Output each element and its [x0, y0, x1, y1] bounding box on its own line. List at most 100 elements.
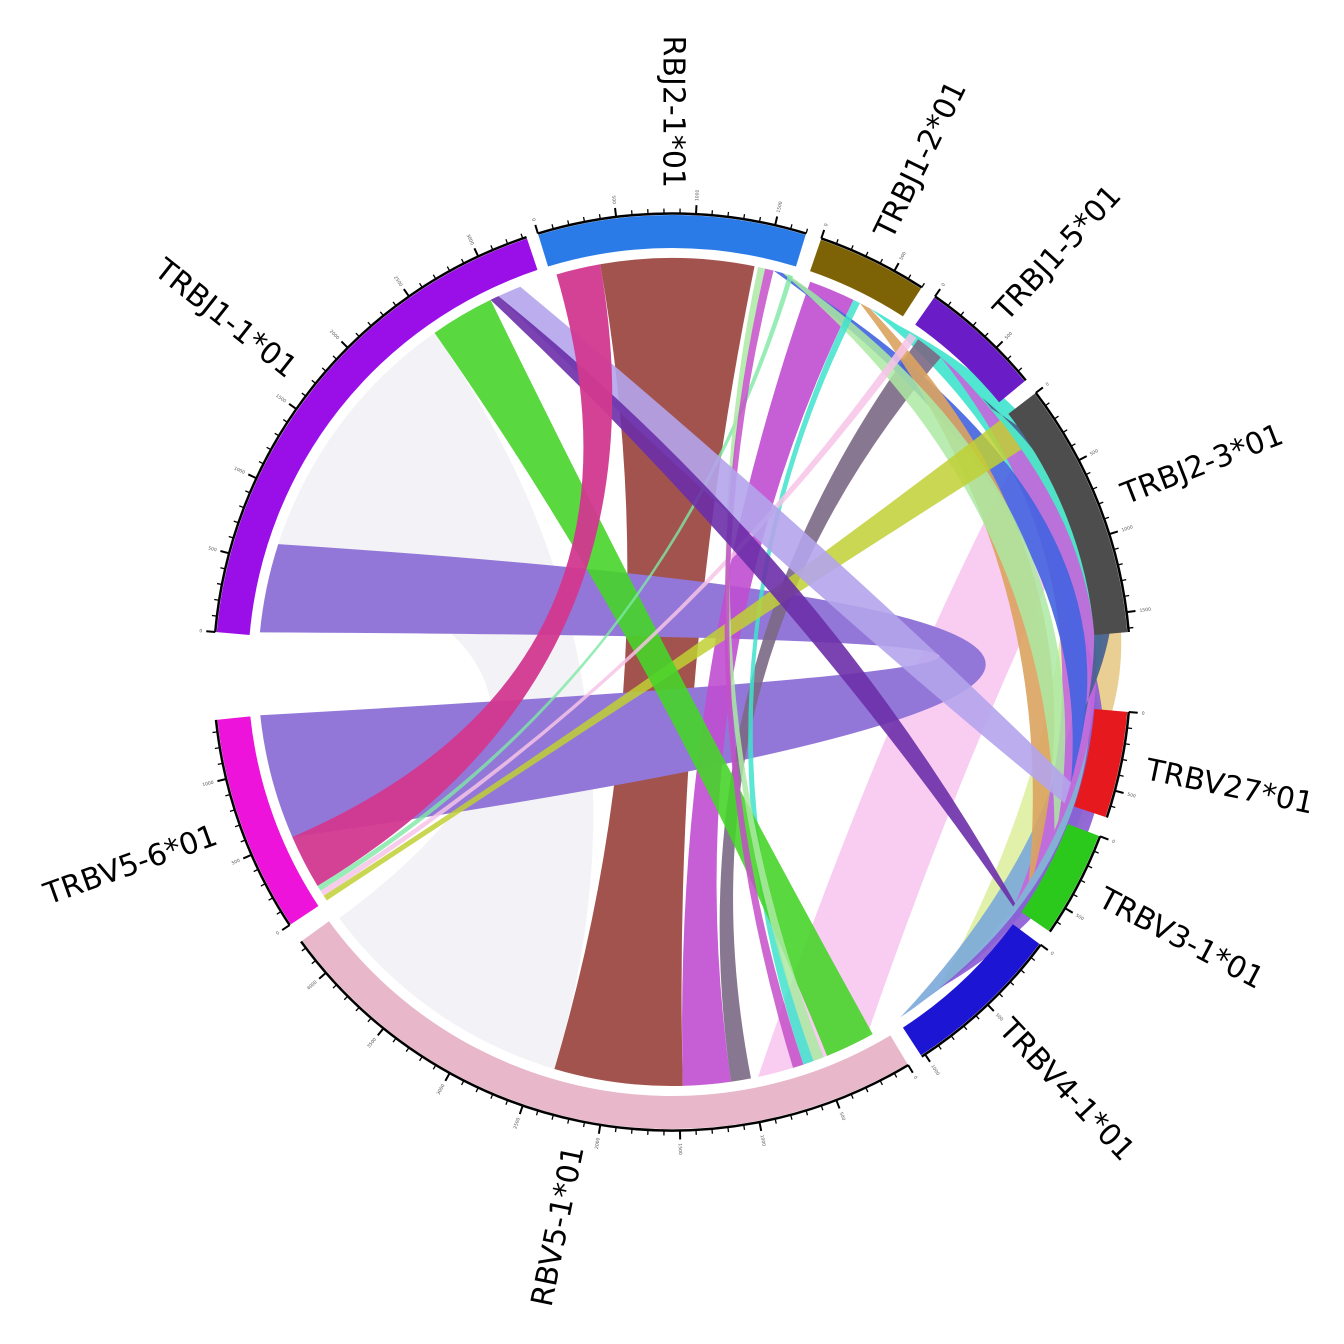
minor-tick [805, 1110, 809, 1116]
major-tick [518, 1105, 524, 1115]
segment-band-TRBJ1-1 [216, 238, 538, 636]
segment-band-TRBJ1-2 [810, 239, 921, 317]
tick-label: 500 [207, 545, 217, 553]
segment-ticks-TRBV5-6: 0 500 1000 [202, 731, 291, 937]
minor-tick [1110, 805, 1116, 809]
minor-tick [355, 332, 360, 338]
major-tick [1039, 943, 1049, 951]
major-tick [986, 1003, 995, 1012]
minor-tick [392, 1037, 397, 1043]
minor-tick [405, 1047, 410, 1053]
minor-tick [1117, 563, 1123, 566]
minor-tick [1103, 516, 1110, 520]
segment-band-TRBV5-1 [302, 921, 908, 1130]
segment-band-TRBV3-1 [1021, 823, 1099, 931]
tick-label: 500 [838, 1111, 847, 1121]
segment-ticks-TRBJ1-1: 0 500 1000 1500 2000 2500 3000 [199, 233, 524, 634]
tick-label: 0 [199, 628, 203, 634]
minor-tick [311, 960, 317, 965]
minor-tick [520, 233, 524, 239]
segment-ring-TRBJ1-2 [820, 237, 923, 289]
minor-tick [239, 505, 245, 509]
minor-tick [790, 1114, 793, 1120]
tick-label: 1000 [694, 189, 701, 201]
segment-label-TRBV4-1: TRBV4-1*01 [991, 1011, 1141, 1168]
minor-tick [937, 1044, 942, 1050]
tick-label: 1000 [929, 1064, 940, 1077]
minor-tick [551, 1114, 554, 1120]
minor-tick [960, 311, 965, 317]
major-tick [473, 247, 480, 257]
minor-tick [475, 1087, 479, 1093]
segment-band-TRBV5-6 [217, 716, 319, 925]
minor-tick [1087, 865, 1093, 869]
minor-tick [1098, 501, 1104, 505]
segment-label-TRBV5-1: RBV5-1*01 [525, 1143, 592, 1310]
minor-tick [535, 1110, 539, 1116]
major-tick [893, 262, 900, 272]
minor-tick [598, 214, 601, 220]
minor-tick [490, 1093, 494, 1099]
major-tick [1108, 530, 1119, 536]
minor-tick [743, 214, 746, 220]
segment-ticks-TRBJ1-5: 0 500 [934, 282, 1023, 372]
major-tick [1128, 710, 1138, 714]
tick-label: 500 [610, 195, 617, 204]
minor-tick [998, 992, 1004, 998]
segment-ticks-TRBV3-1: 0 500 [1056, 835, 1116, 925]
major-tick [340, 340, 349, 349]
minor-tick [1070, 443, 1076, 447]
tick-label: 500 [1074, 913, 1085, 923]
minor-tick [282, 419, 288, 423]
minor-tick [229, 809, 235, 812]
segment-ticks-TRBV4-1: 0 500 1000 [924, 943, 1055, 1077]
major-tick [907, 1064, 914, 1074]
minor-tick [727, 1127, 730, 1133]
major-tick [774, 216, 779, 226]
tick-label: 0 [530, 218, 537, 223]
segment-TRBV3-1: 0 500 TRBV3-1*01 [1021, 823, 1270, 997]
segment-ticks-TRBJ2-1: 0 500 1000 1500 [530, 189, 809, 234]
minor-tick [1009, 981, 1015, 986]
minor-tick [461, 258, 465, 264]
major-tick [835, 1099, 841, 1109]
segment-ring-TRBV5-6 [214, 719, 291, 926]
major-tick [220, 550, 230, 555]
minor-tick [743, 1124, 746, 1130]
minor-tick [1053, 415, 1059, 420]
minor-tick [975, 1014, 980, 1020]
minor-tick [850, 1093, 854, 1099]
segment-TRBV27: 0 500 TRBV27*01 [1074, 708, 1317, 822]
minor-tick [1092, 486, 1098, 490]
minor-tick [1124, 743, 1130, 746]
ribbon-violet-sliver-TRBJ2-3-TRBV4-1 [926, 630, 1105, 999]
tick-label: 1500 [776, 201, 784, 214]
minor-tick [835, 239, 839, 245]
segment-ring-TRBJ1-1 [213, 236, 527, 633]
tick-label: 1000 [233, 466, 246, 476]
minor-tick [1127, 727, 1133, 730]
minor-tick [253, 868, 259, 873]
major-tick [1078, 455, 1088, 462]
tick-label: 0 [1049, 950, 1055, 957]
minor-tick [1093, 850, 1099, 854]
segment-ring-TRBJ1-5 [934, 295, 1027, 382]
minor-tick [276, 911, 282, 915]
tick-label: 0 [1045, 381, 1051, 388]
major-tick [444, 1072, 451, 1082]
segment-ticks-TRBJ2-3: 0 500 1000 1500 [1035, 381, 1151, 629]
major-tick [1099, 835, 1109, 841]
tick-label: 500 [1126, 792, 1136, 800]
minor-tick [217, 762, 223, 766]
minor-tick [432, 1064, 437, 1070]
minor-tick [972, 321, 977, 327]
minor-tick [879, 1080, 883, 1086]
segment-TRBV4-1: 0 500 1000 TRBV4-1*01 [902, 924, 1141, 1168]
minor-tick [805, 228, 809, 234]
minor-tick [419, 1056, 423, 1062]
tick-label: 0 [1111, 839, 1116, 846]
minor-tick [234, 824, 241, 828]
minor-tick [1006, 355, 1012, 360]
segment-TRBJ2-1: 0 500 1000 1500 RBJ2-1*01 [530, 36, 809, 267]
segment-ticks-TRBV27: 0 500 [1110, 710, 1145, 809]
